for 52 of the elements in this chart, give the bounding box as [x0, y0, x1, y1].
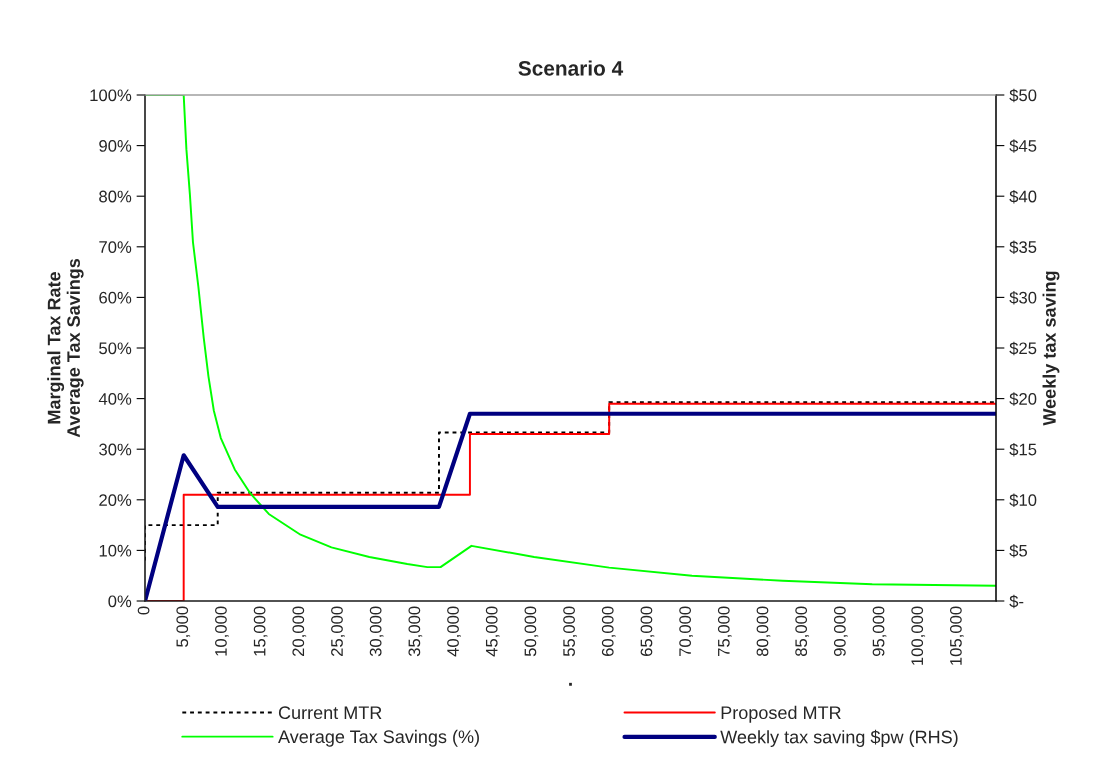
- x-tick-label: 80,000: [756, 606, 771, 657]
- x-tick-label: 45,000: [485, 606, 500, 657]
- x-tick-label: 85,000: [795, 606, 810, 657]
- x-tick-label: 35,000: [408, 606, 423, 657]
- legend-label: Proposed MTR: [721, 705, 841, 723]
- x-tick-label: 60,000: [601, 606, 616, 656]
- x-tick-label: 65,000: [640, 606, 655, 656]
- y2-tick-label: $40: [1009, 189, 1037, 204]
- x-tick-label: 90,000: [833, 606, 848, 657]
- y-tick-label: 70%: [99, 241, 132, 253]
- y-tick-label: 30%: [99, 443, 132, 456]
- y-tick-label: 60%: [99, 291, 132, 304]
- x-tick-label: 95,000: [872, 606, 887, 657]
- y2-tick-label: $-: [1009, 594, 1024, 609]
- x-tick-label: 5,000: [176, 606, 191, 647]
- x-tick-label: 105,000: [949, 606, 964, 665]
- y-tick-label: 10%: [99, 544, 132, 557]
- x-tick-label: 100,000: [911, 606, 926, 665]
- x-tick-label: 50,000: [524, 606, 539, 657]
- y-tick-label: 100%: [90, 89, 132, 102]
- legend-label: Current MTR: [278, 706, 382, 720]
- x-tick-label: 10,000: [215, 606, 229, 656]
- y2-tick-label: $10: [1009, 493, 1037, 507]
- y2-axis-title: Weekly tax saving: [1042, 271, 1060, 426]
- x-tick-label: 25,000: [331, 606, 345, 656]
- legend-label: Weekly tax saving $pw (RHS): [720, 729, 958, 747]
- y-tick-label: 20%: [99, 494, 132, 506]
- y2-tick-label: $15: [1009, 442, 1037, 457]
- y-tick-label: 90%: [99, 140, 132, 152]
- x-tick-label: 70,000: [679, 606, 693, 656]
- y2-tick-label: $50: [1009, 88, 1037, 103]
- y-tick-label: 0%: [108, 595, 132, 608]
- legend-label: Average Tax Savings (%): [278, 729, 479, 747]
- y2-tick-label: $35: [1009, 240, 1037, 254]
- y2-tick-label: $25: [1009, 341, 1037, 356]
- y2-tick-label: $5: [1009, 544, 1028, 558]
- chart-title: Scenario 4: [518, 60, 624, 76]
- x-tick-label: 40,000: [447, 606, 461, 657]
- y-tick-label: 80%: [99, 190, 132, 203]
- y-axis-title: Marginal Tax Rate Average Tax Savings: [47, 258, 84, 438]
- x-tick-label: 75,000: [717, 606, 732, 656]
- y-tick-label: 40%: [98, 393, 132, 405]
- x-tick-label: 15,000: [253, 606, 268, 656]
- y-tick-label: 50%: [99, 342, 132, 355]
- y2-tick-label: $20: [1009, 392, 1037, 406]
- x-tick-label: 20,000: [292, 606, 307, 656]
- x-tick-label: 30,000: [369, 606, 384, 657]
- x-tick-label: 0: [137, 606, 150, 615]
- x-axis-title: .: [569, 682, 572, 686]
- x-tick-label: 55,000: [563, 606, 577, 657]
- y2-tick-label: $45: [1009, 139, 1037, 153]
- y2-tick-label: $30: [1009, 291, 1037, 305]
